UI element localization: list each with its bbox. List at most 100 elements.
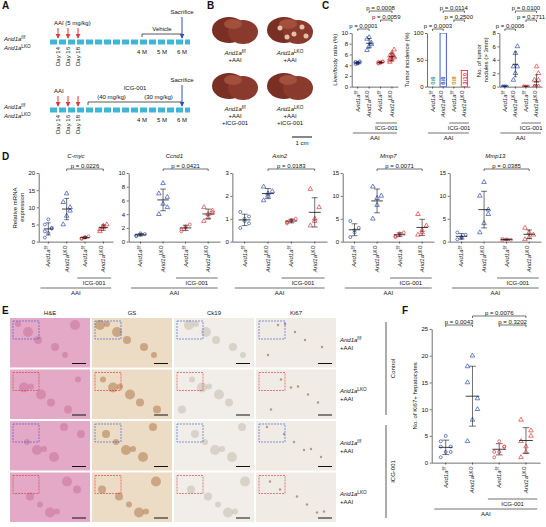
y-tick: 0 xyxy=(336,239,343,245)
tick-mark xyxy=(461,242,462,244)
tick-label: 100 xyxy=(414,30,425,36)
texture xyxy=(19,383,29,393)
tick-label: 0 xyxy=(336,239,340,245)
tick-mark xyxy=(448,242,450,243)
row-label: +AAI xyxy=(340,448,354,454)
tick-label: 10 xyxy=(422,407,429,413)
mean-line xyxy=(378,62,384,63)
tick-mark xyxy=(425,60,427,61)
bar-label: 0/6 xyxy=(430,76,436,85)
error-bar xyxy=(469,366,476,426)
tick-mark xyxy=(48,242,49,244)
axis-line xyxy=(432,463,540,464)
x-tick: Arid1af/f xyxy=(354,87,361,113)
scale-bar xyxy=(154,518,168,519)
error-bar xyxy=(183,225,189,230)
texture xyxy=(62,352,68,358)
y-axis: 051015 xyxy=(333,170,344,245)
texture xyxy=(266,426,268,428)
mean-line xyxy=(523,86,528,87)
p-value: p = 0.0006 xyxy=(496,23,525,29)
tick-mark xyxy=(127,187,129,188)
micrograph xyxy=(174,473,254,523)
x-tick: Arid1aLKO xyxy=(511,87,518,119)
x-tick: Arid1af/f xyxy=(522,87,529,113)
dot xyxy=(388,58,393,62)
tick-label: 20 xyxy=(29,170,36,176)
x-tick: Arid1af/f xyxy=(450,87,457,113)
tick-mark xyxy=(208,242,209,244)
x-tick: Arid1aLKO xyxy=(388,87,395,119)
bracket xyxy=(67,169,104,171)
injection-label: AAI xyxy=(54,88,64,94)
tick-label: 20 xyxy=(422,353,429,359)
chart-title: Ccnd1 xyxy=(166,153,183,159)
texture xyxy=(121,445,131,455)
plot-area xyxy=(440,33,468,87)
scale-bar xyxy=(154,466,168,467)
group-label: ICG-001 xyxy=(375,125,398,131)
texture xyxy=(49,452,59,462)
timeline-bar xyxy=(50,108,190,113)
inset-box xyxy=(177,373,203,391)
texture xyxy=(123,336,131,344)
texture xyxy=(41,446,47,452)
p-value: p = 0.0001 xyxy=(349,23,378,29)
tick-mark xyxy=(357,87,358,89)
group-label: ICG-001 xyxy=(292,280,315,286)
p-value: p = 0.0183 xyxy=(277,163,306,169)
month-label: 5 M xyxy=(157,49,167,55)
panel-b: Arid1af/f+AAIArid1aLKO+AAIArid1af/f+AAI+… xyxy=(212,17,313,146)
group-label: ICG-001 xyxy=(186,280,209,286)
x-axis: Arid1af/fArid1aLKOArid1af/fArid1aLKO xyxy=(428,87,471,119)
texture xyxy=(320,456,322,458)
error-bar xyxy=(459,234,465,239)
texture xyxy=(108,383,118,393)
dot xyxy=(392,47,397,51)
tick-mark xyxy=(430,329,432,330)
dot xyxy=(498,440,501,443)
texture xyxy=(293,441,295,443)
bracket xyxy=(454,20,465,22)
tick-label: 10 xyxy=(342,30,349,36)
panel-letter: D xyxy=(2,151,9,162)
tick-mark xyxy=(314,242,315,244)
micrograph xyxy=(174,421,254,471)
texture xyxy=(210,445,220,455)
texture xyxy=(34,336,42,344)
tick-label: 4 xyxy=(493,57,497,63)
x-tick: Arid1af/f xyxy=(396,242,403,268)
dot xyxy=(239,210,242,213)
scale-bar xyxy=(318,363,332,364)
tick-label: 15 xyxy=(333,170,340,176)
tick-mark xyxy=(163,242,164,244)
dot xyxy=(482,180,487,184)
tick-label: 10 xyxy=(119,170,126,176)
bracket xyxy=(484,169,529,171)
tick-mark xyxy=(504,87,505,89)
dot xyxy=(424,223,429,227)
axis-line xyxy=(352,34,353,88)
texture xyxy=(214,390,224,400)
dot xyxy=(478,230,483,234)
tick-mark xyxy=(350,44,352,45)
bracket xyxy=(443,11,464,13)
p-value: p = 0.0076 xyxy=(485,310,514,316)
axis-line xyxy=(233,242,328,243)
error-bar xyxy=(83,237,88,239)
error-bar xyxy=(419,219,425,235)
treatment-label: ICG-001 xyxy=(124,85,147,91)
scale-bar xyxy=(154,415,168,416)
scale-label: 1 cm xyxy=(295,140,308,146)
tick-label: 8 xyxy=(122,184,126,190)
group-line xyxy=(386,322,387,415)
tick-label: Arid1aLKO xyxy=(373,245,380,273)
bar-label: 6/6 xyxy=(440,76,446,85)
injection-arrow xyxy=(78,96,79,106)
texture xyxy=(189,377,195,383)
bracket xyxy=(381,20,392,22)
dot xyxy=(493,456,496,459)
x-tick: Arid1af/f xyxy=(81,242,88,268)
tick-mark xyxy=(430,409,432,410)
p-value: p = 0.3202 xyxy=(498,319,527,325)
